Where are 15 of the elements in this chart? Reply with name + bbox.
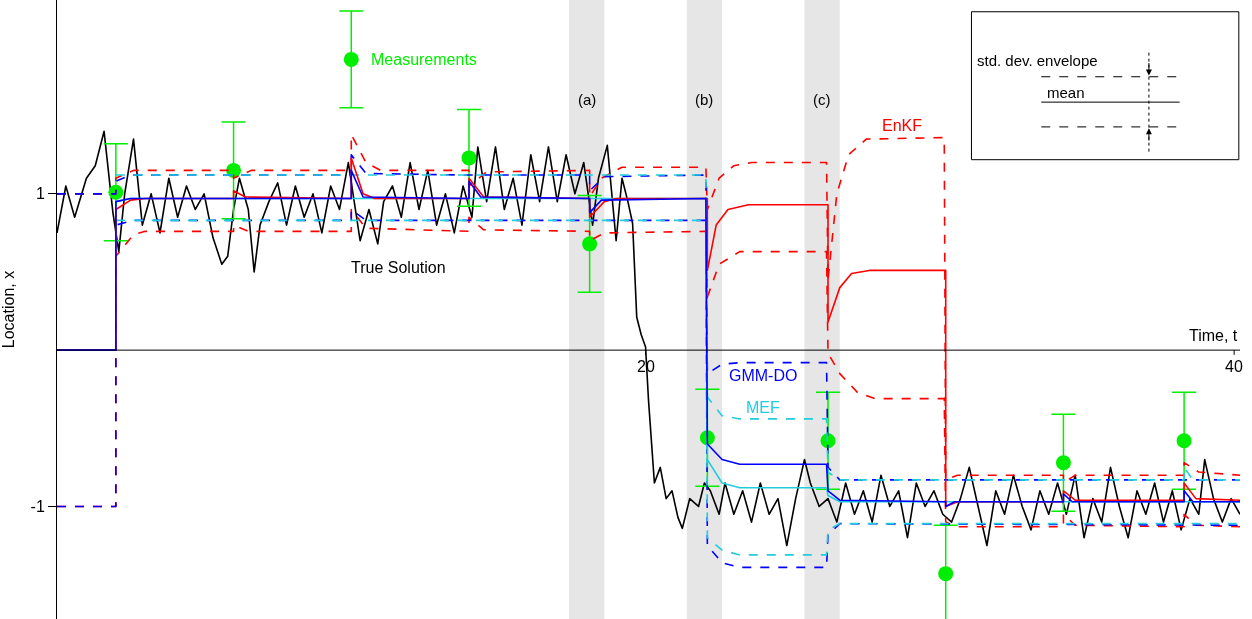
series-label: True Solution xyxy=(351,259,446,276)
series-label: Measurements xyxy=(371,51,477,68)
y-tick-label: -1 xyxy=(30,498,45,516)
y-axis-title: Location, x xyxy=(0,270,17,349)
band-label: (a) xyxy=(578,91,597,108)
band-label: (c) xyxy=(813,91,831,108)
series-label: GMM-DO xyxy=(729,367,798,384)
y-tick-label: 1 xyxy=(35,185,45,203)
annotation: mean xyxy=(1047,84,1085,101)
annotation: std. dev. envelope xyxy=(977,52,1098,69)
text: EnKF xyxy=(882,117,923,134)
band-label: (b) xyxy=(695,91,714,108)
x-tick-label: 40 xyxy=(1225,358,1243,375)
text: MEF xyxy=(746,399,780,416)
x-axis-title: Time, t xyxy=(1189,327,1238,344)
